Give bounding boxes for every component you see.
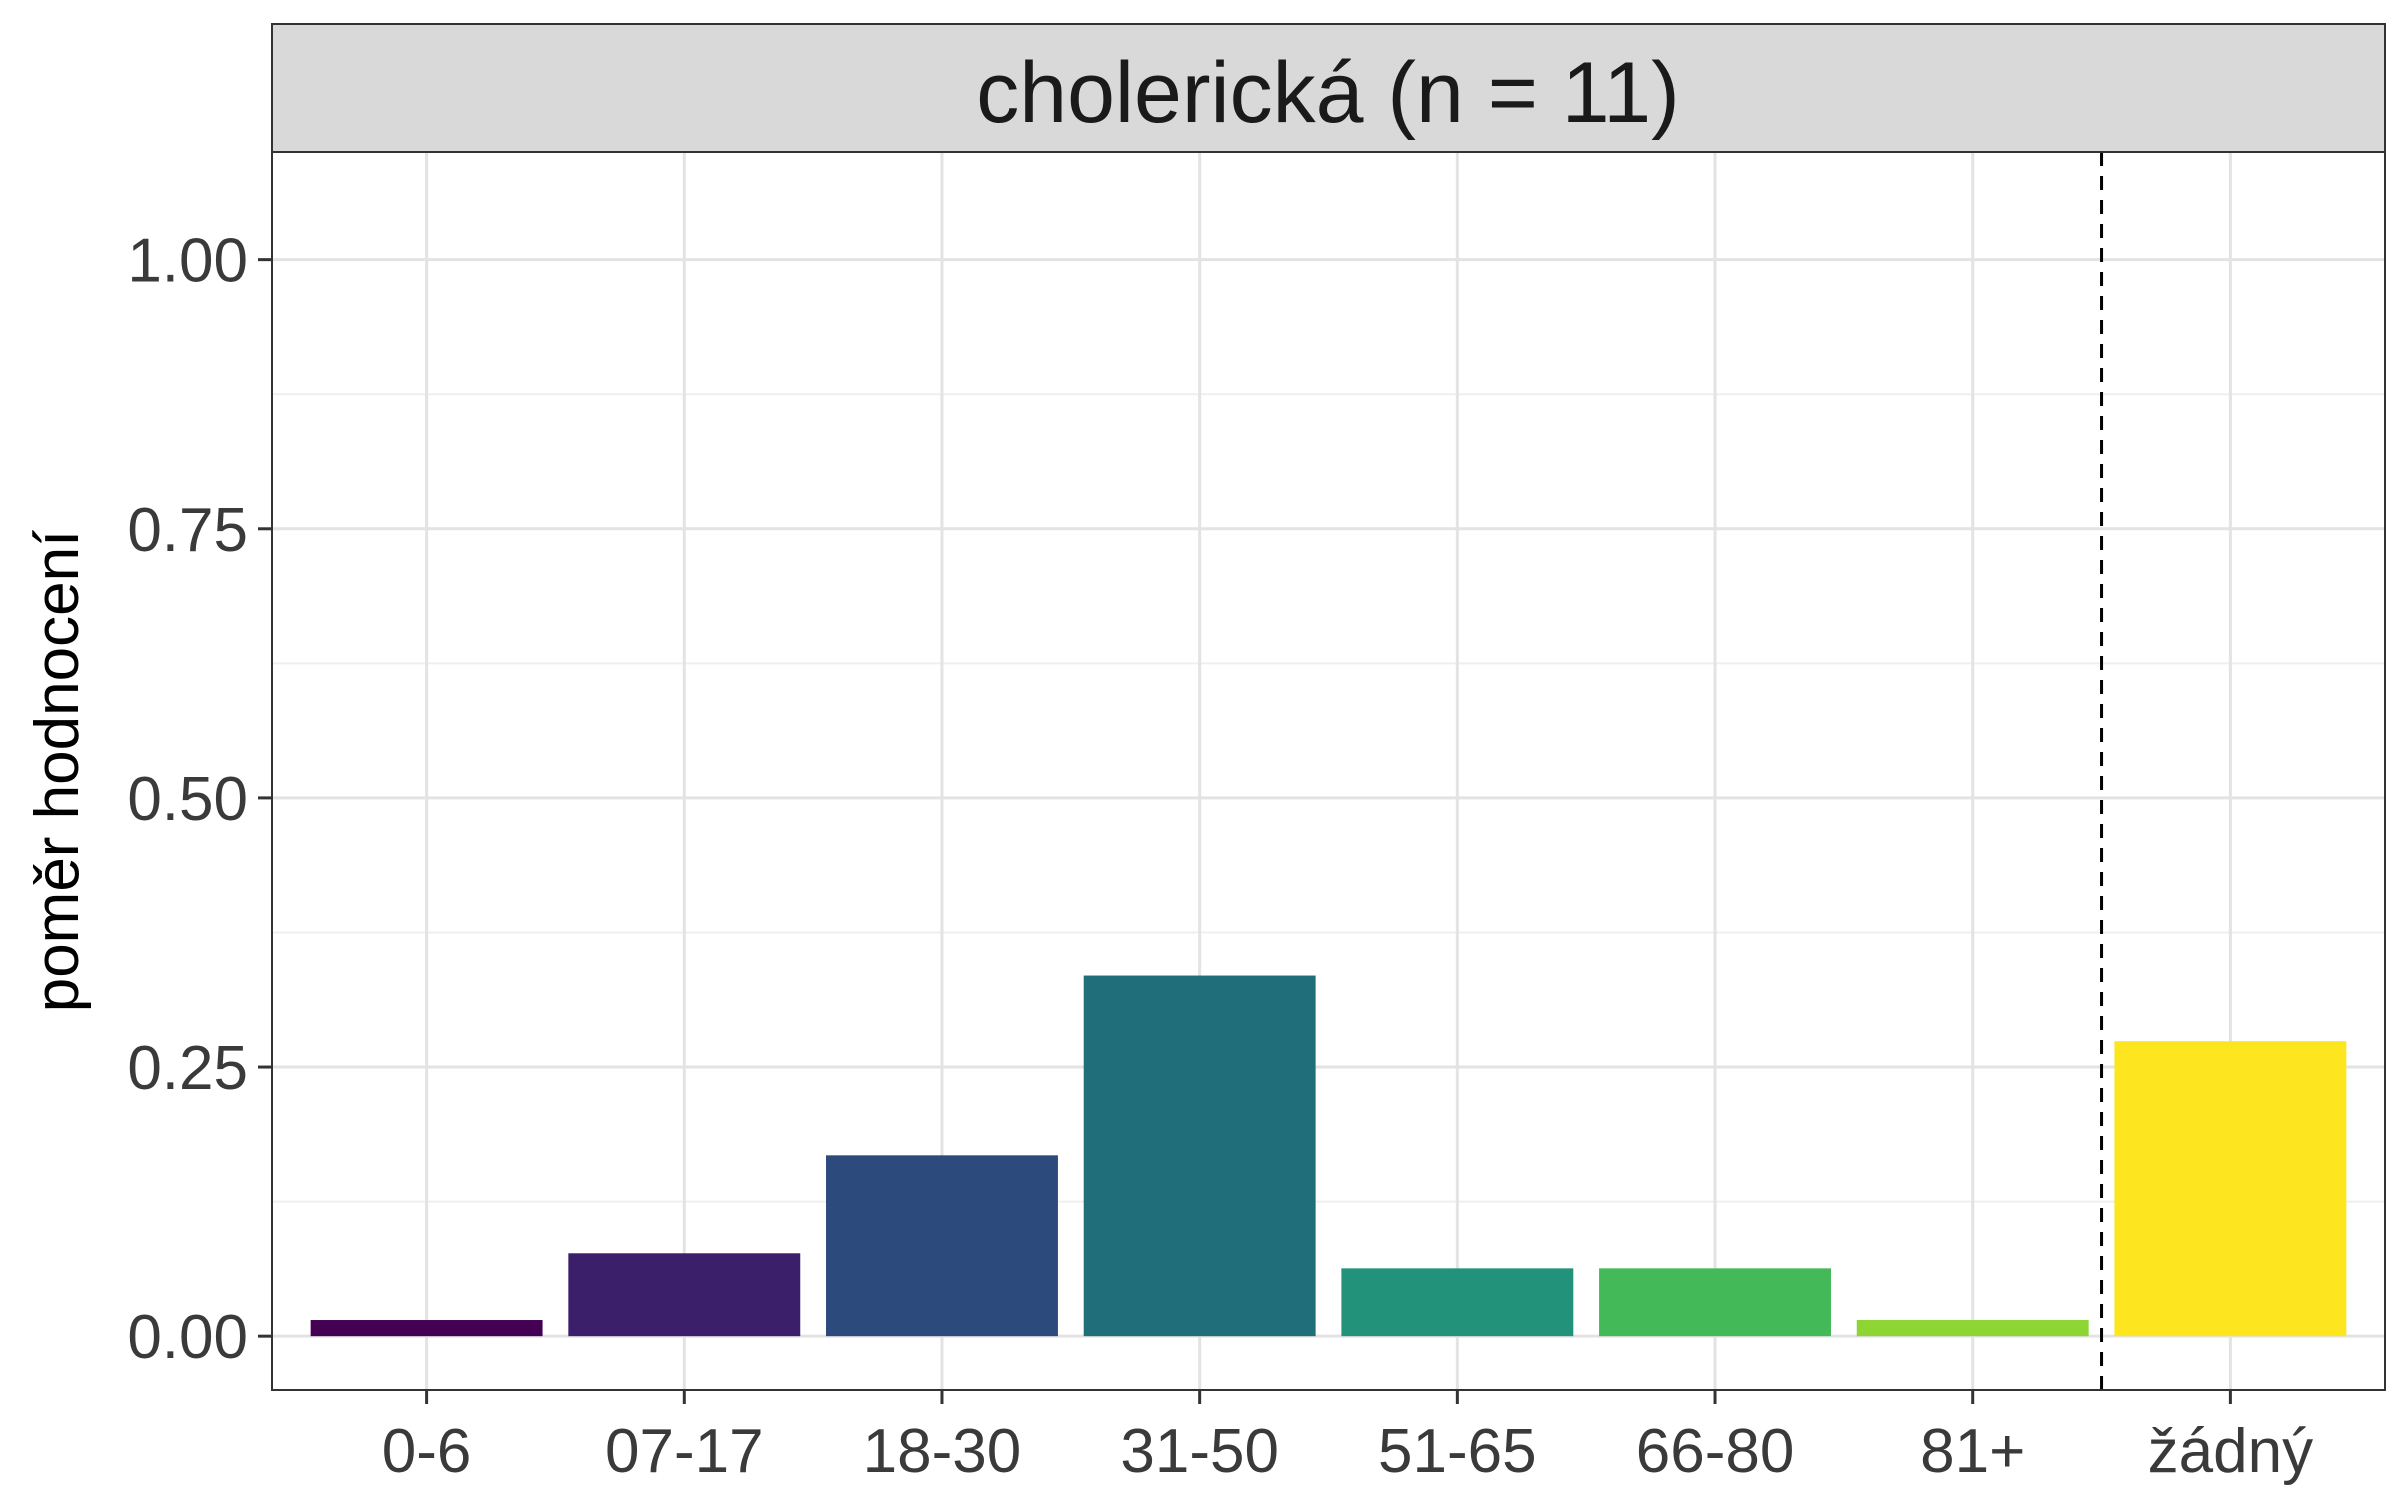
x-tick-label: 0-6 [382,1417,472,1486]
x-tick-label: 18-30 [863,1417,1022,1486]
plot-panel [272,152,2385,1390]
grid-lines [272,152,2385,1390]
bar-51-65 [1341,1268,1574,1337]
bar-66-80 [1599,1268,1831,1337]
bar-0-6 [310,1320,543,1337]
facet-strip [271,23,2386,153]
x-tick-label: 07-17 [605,1417,764,1486]
chart-title: cholerická (n = 11) [976,45,1679,141]
bar-31-50 [1083,975,1316,1337]
bar-18-30 [826,1155,1058,1337]
bar-07-17 [568,1253,801,1337]
y-axis-title: poměr hodnocení [23,530,92,1013]
y-tick-label: 0.25 [127,1034,248,1103]
bar-81+ [1856,1320,2089,1337]
x-tick-label: 51-65 [1378,1417,1537,1486]
bars [310,975,2347,1337]
x-tick-label: 66-80 [1636,1417,1795,1486]
bar-žádný [2114,1041,2347,1337]
y-tick-label: 1.00 [127,227,248,296]
x-axis: 0-6 07-17 18-30 31-50 51-65 66-80 81+ žádný [382,1390,2313,1486]
x-tick-label: 31-50 [1120,1417,1279,1486]
y-tick-label: 0.00 [127,1303,248,1372]
plot-border [271,151,2386,1391]
y-tick-label: 0.50 [127,765,248,834]
x-tick-label: 81+ [1920,1417,2025,1486]
y-tick-label: 0.75 [127,496,248,565]
x-tick-label: žádný [2148,1417,2313,1486]
y-axis: 0.00 0.25 0.50 0.75 1.00 [127,227,272,1372]
